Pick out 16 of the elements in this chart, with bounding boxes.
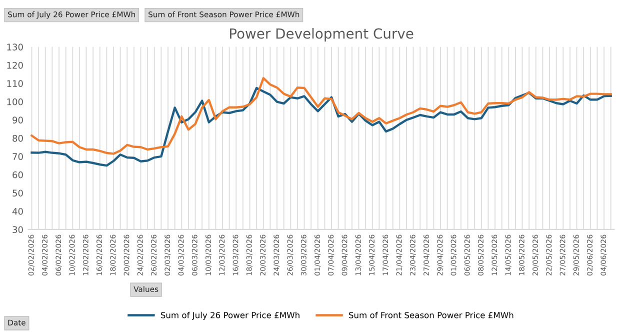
legend-label: Sum of Front Season Power Price £MWh: [348, 312, 514, 318]
line-series: [30, 86, 612, 167]
y-tick-label: 100: [7, 98, 23, 106]
y-tick-label: 60: [12, 171, 23, 178]
y-tick-label: 30: [12, 226, 23, 234]
y-tick-label: 70: [12, 153, 23, 160]
legend-label: Sum of July 26 Power Price £MWh: [160, 312, 300, 320]
y-tick-label: 130: [7, 44, 23, 50]
y-tick-label: 120: [7, 62, 23, 69]
y-tick-label: 40: [12, 208, 23, 215]
chart-title: Power Development Curve: [230, 28, 414, 42]
y-tick-label: 50: [12, 190, 23, 197]
line-series: [30, 77, 612, 155]
y-tick-label: 80: [12, 134, 23, 142]
y-tick-label: 90: [12, 116, 23, 124]
y-tick-label: 110: [7, 80, 23, 87]
